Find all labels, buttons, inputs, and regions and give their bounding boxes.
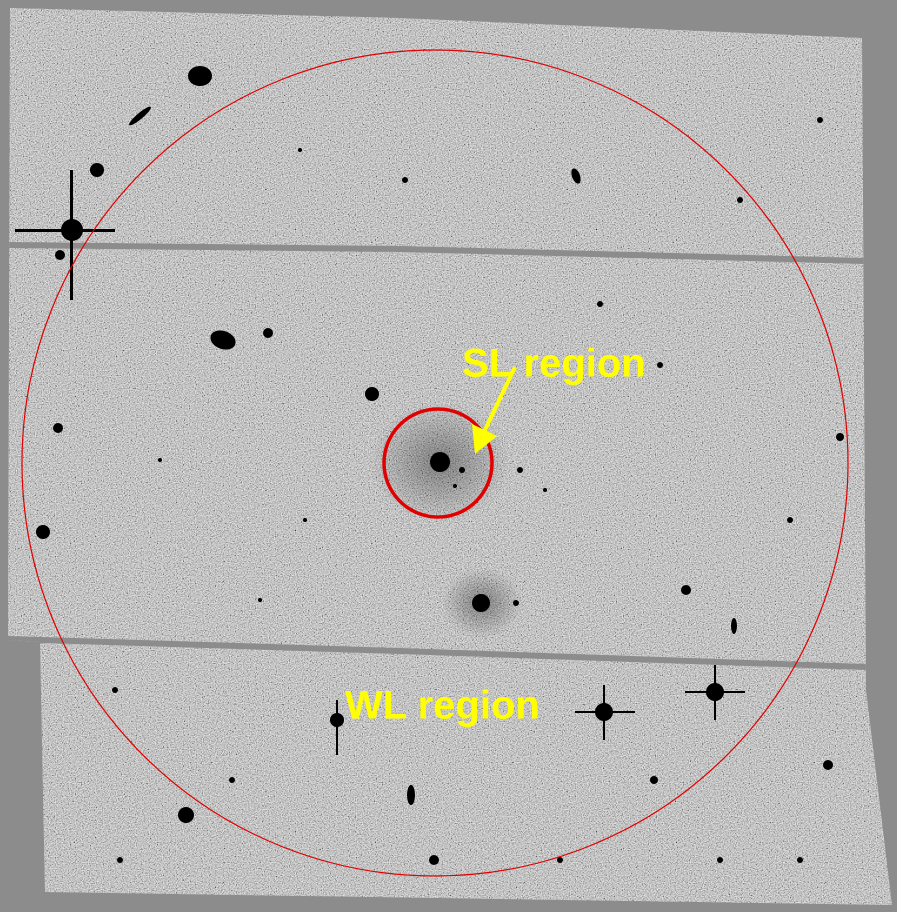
source bbox=[298, 148, 302, 152]
source bbox=[517, 467, 523, 473]
wl-label: WL region bbox=[345, 684, 540, 728]
source bbox=[15, 229, 115, 232]
source bbox=[258, 598, 262, 602]
source bbox=[737, 197, 743, 203]
source bbox=[650, 776, 658, 784]
source bbox=[714, 665, 716, 720]
source bbox=[402, 177, 408, 183]
source bbox=[365, 387, 379, 401]
sky-image: SL region WL region bbox=[0, 0, 897, 912]
source bbox=[797, 857, 803, 863]
source bbox=[158, 458, 162, 462]
source bbox=[453, 484, 457, 488]
source bbox=[117, 857, 123, 863]
source bbox=[53, 423, 63, 433]
source bbox=[90, 163, 104, 177]
source bbox=[429, 855, 439, 865]
source bbox=[717, 857, 723, 863]
source bbox=[303, 518, 307, 522]
source bbox=[459, 467, 465, 473]
source bbox=[336, 700, 338, 755]
source bbox=[263, 328, 273, 338]
source bbox=[112, 687, 118, 693]
source bbox=[657, 362, 663, 368]
source bbox=[55, 250, 65, 260]
source bbox=[787, 517, 793, 523]
source bbox=[513, 600, 519, 606]
source bbox=[70, 170, 73, 300]
source bbox=[36, 525, 50, 539]
source bbox=[472, 594, 490, 612]
source bbox=[543, 488, 547, 492]
source bbox=[817, 117, 823, 123]
source bbox=[188, 66, 212, 86]
source bbox=[731, 618, 737, 634]
source bbox=[836, 433, 844, 441]
page: SL region WL region (() => { const data … bbox=[0, 0, 897, 912]
source bbox=[229, 777, 235, 783]
mosaic bbox=[0, 0, 897, 912]
source bbox=[597, 301, 603, 307]
sl-label: SL region bbox=[462, 342, 646, 386]
source bbox=[681, 585, 691, 595]
source bbox=[430, 452, 450, 472]
source bbox=[178, 807, 194, 823]
source bbox=[823, 760, 833, 770]
source bbox=[603, 685, 605, 740]
source bbox=[407, 785, 415, 805]
